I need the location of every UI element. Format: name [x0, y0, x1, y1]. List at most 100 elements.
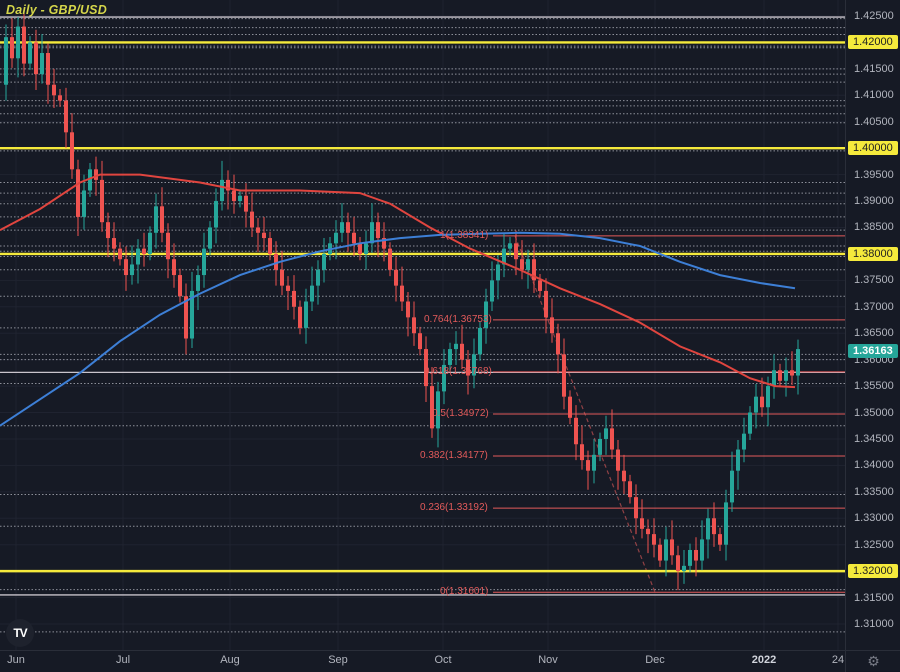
candle-bear — [226, 179, 230, 191]
candle-bear — [58, 95, 62, 101]
candle-bull — [322, 253, 326, 270]
time-tick-label: Oct — [434, 654, 452, 666]
price-tick-label: 1.39000 — [854, 195, 894, 208]
candle-bear — [640, 518, 644, 529]
candle-bull — [82, 190, 86, 217]
fib-label: 0.764(1.36753) — [424, 313, 492, 325]
candle-bear — [10, 37, 14, 59]
candle-bear — [394, 269, 398, 286]
candle-bear — [292, 290, 296, 307]
candle-bull — [502, 248, 506, 265]
candle-bull — [214, 201, 218, 228]
candle-bear — [400, 285, 404, 302]
candle-bull — [688, 549, 692, 566]
time-tick-label: Sep — [328, 654, 348, 666]
candle-bull — [772, 370, 776, 387]
candle-bear — [262, 232, 266, 239]
candle-bear — [760, 396, 764, 408]
plot-area[interactable]: 1(1.38341) 0.764(1.36753) 0.618(1.35768) 0.… — [0, 0, 845, 650]
candle-bull — [592, 454, 596, 471]
candle-bull — [796, 349, 800, 376]
time-tick-label: Dec — [645, 654, 665, 666]
candle-bear — [346, 222, 350, 233]
candle-bull — [730, 470, 734, 503]
candle-bull — [472, 354, 476, 376]
price-level-badge: 1.38000 — [848, 246, 898, 261]
candle-bear — [574, 417, 578, 445]
ma-blue-line — [0, 231, 796, 427]
candle-bear — [418, 333, 422, 350]
chart-title: Daily - GBP/USD — [6, 3, 107, 17]
candle-bear — [352, 232, 356, 244]
candle-bear — [268, 238, 272, 254]
candle-bear — [616, 449, 620, 471]
candle-bear — [634, 497, 638, 519]
candle-bear — [244, 195, 248, 212]
settings-gear-icon[interactable]: ⚙ — [845, 650, 900, 672]
candle-bull — [370, 222, 374, 244]
candle-bull — [706, 518, 710, 540]
time-tick-label: 24 — [831, 654, 845, 666]
candle-bear — [514, 243, 518, 260]
candle-bull — [436, 391, 440, 429]
price-tick-label: 1.40500 — [854, 115, 894, 128]
candle-bear — [172, 259, 176, 276]
chart-canvas[interactable] — [0, 0, 845, 650]
price-level-badge: 1.42000 — [848, 35, 898, 50]
candle-bull — [448, 349, 452, 365]
candle-bear — [790, 370, 794, 376]
price-level-badge: 1.32000 — [848, 564, 898, 579]
fib-label: 0.5(1.34972) — [432, 407, 489, 419]
candle-bull — [148, 232, 152, 254]
candle-bear — [658, 544, 662, 561]
candle-bear — [538, 280, 542, 291]
candle-bear — [388, 248, 392, 270]
candle-bull — [208, 227, 212, 249]
candle-bull — [340, 222, 344, 233]
candle-bull — [88, 169, 92, 191]
price-tick-label: 1.42500 — [854, 10, 894, 22]
candle-bull — [442, 364, 446, 392]
tradingview-logo-icon[interactable]: TV — [6, 619, 34, 647]
price-tick-label: 1.38500 — [854, 221, 894, 234]
candle-bull — [130, 264, 134, 276]
candle-bull — [754, 396, 758, 413]
candle-bear — [532, 259, 536, 281]
candle-bull — [700, 539, 704, 561]
candle-bull — [4, 37, 8, 85]
candle-bull — [334, 232, 338, 244]
price-tick-label: 1.35500 — [854, 380, 894, 393]
candle-bull — [496, 264, 500, 281]
time-tick-label: Jun — [7, 654, 25, 666]
time-axis[interactable]: Jun Jul Aug Sep Oct Nov Dec 2022 24 — [0, 650, 845, 672]
price-axis[interactable]: 1.42500 1.42000 1.41500 1.41000 1.40500 1.400… — [845, 0, 900, 650]
candle-bear — [118, 248, 122, 260]
candle-bear — [94, 169, 98, 180]
fib-label: 0.618(1.35768) — [424, 365, 492, 377]
candle-bull — [508, 243, 512, 249]
last-price-badge: 1.36163 — [848, 344, 898, 359]
candle-bull — [736, 449, 740, 471]
candle-bear — [76, 169, 80, 217]
candle-bear — [70, 132, 74, 170]
candle-bear — [22, 26, 26, 64]
price-tick-label: 1.32500 — [854, 538, 894, 551]
candle-bull — [364, 243, 368, 254]
candle-bear — [142, 248, 146, 254]
candle-bull — [742, 433, 746, 450]
candle-bear — [544, 290, 548, 318]
candle-bull — [202, 248, 206, 276]
candle-bull — [16, 26, 20, 59]
candle-bear — [52, 84, 56, 96]
candle-bull — [784, 370, 788, 381]
candle-bear — [460, 343, 464, 360]
price-tick-label: 1.37500 — [854, 274, 894, 287]
candle-bear — [676, 555, 680, 572]
candle-bear — [622, 470, 626, 482]
candle-bear — [586, 460, 590, 471]
candle-bull — [154, 206, 158, 233]
price-tick-label: 1.41000 — [854, 89, 894, 102]
candle-bear — [286, 285, 290, 291]
candle-bull — [484, 301, 488, 328]
